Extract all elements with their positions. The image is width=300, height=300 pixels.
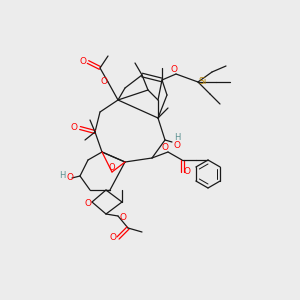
Text: O: O bbox=[80, 56, 86, 65]
Text: O: O bbox=[161, 142, 169, 152]
Text: O: O bbox=[109, 163, 115, 172]
Text: O: O bbox=[173, 142, 181, 151]
Text: O: O bbox=[70, 124, 77, 133]
Text: O: O bbox=[110, 232, 116, 242]
Text: H: H bbox=[174, 134, 180, 142]
Text: Si: Si bbox=[199, 76, 207, 85]
Text: O: O bbox=[67, 173, 73, 182]
Text: O: O bbox=[184, 167, 190, 176]
Text: O: O bbox=[85, 199, 92, 208]
Text: O: O bbox=[119, 214, 127, 223]
Text: O: O bbox=[100, 76, 107, 85]
Text: O: O bbox=[170, 64, 178, 74]
Text: H: H bbox=[59, 172, 65, 181]
